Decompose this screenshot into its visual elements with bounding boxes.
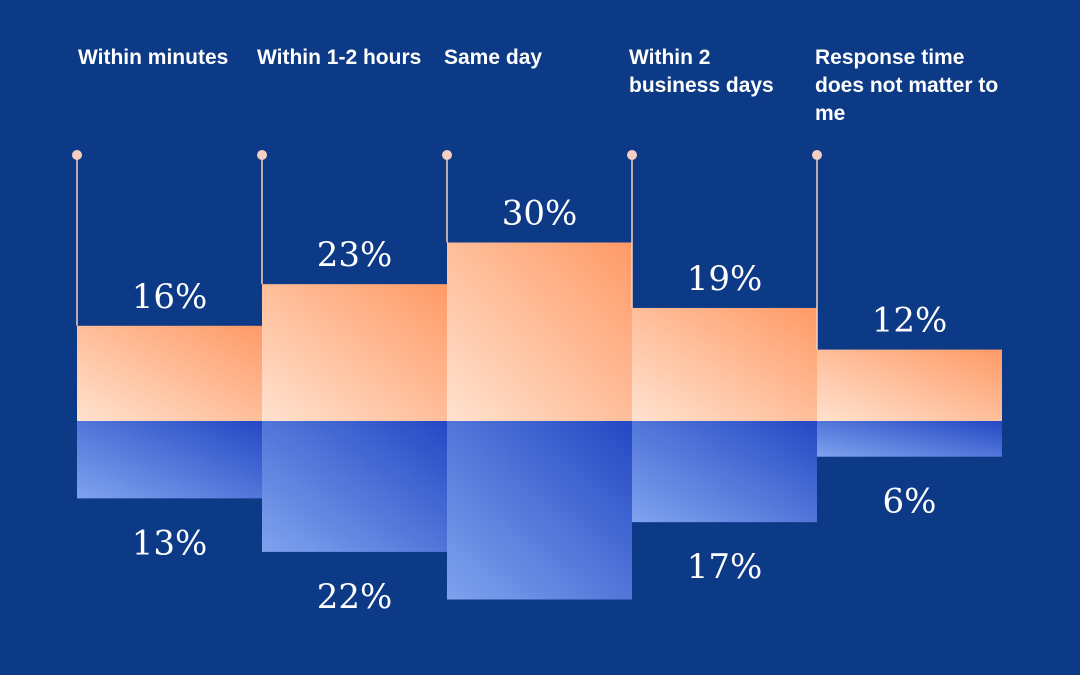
- value-label-top-4: 12%: [872, 301, 948, 341]
- category-label-same-day: Same day: [444, 46, 543, 69]
- category-label-response-time-does-not-matter: Response time does not matter to me: [815, 46, 999, 125]
- bar-top-3: [632, 307, 817, 421]
- value-label-bottom-1: 22%: [317, 577, 393, 617]
- bar-top-4: [817, 349, 1002, 421]
- value-label-bottom-4: 6%: [883, 482, 937, 522]
- marker-dot-2: [442, 150, 452, 160]
- bar-top-1: [262, 284, 447, 421]
- marker-dot-4: [812, 150, 822, 160]
- bar-bottom-1: [262, 421, 447, 552]
- category-label-within-minutes: Within minutes: [78, 46, 229, 69]
- value-label-top-3: 19%: [687, 259, 763, 299]
- value-label-bottom-3: 17%: [687, 547, 763, 587]
- value-label-top-1: 23%: [317, 235, 393, 275]
- marker-dot-3: [627, 150, 637, 160]
- marker-dot-0: [72, 150, 82, 160]
- category-label-within-2-business-days: Within 2 business days: [629, 46, 774, 97]
- value-label-bottom-0: 13%: [132, 523, 208, 563]
- marker-dot-1: [257, 150, 267, 160]
- bar-bottom-3: [632, 421, 817, 523]
- bar-top-2: [447, 242, 632, 421]
- category-label-within-1-2-hours: Within 1-2 hours: [257, 46, 422, 69]
- bar-bottom-0: [77, 421, 262, 499]
- value-label-top-0: 16%: [132, 277, 208, 317]
- bar-bottom-4: [817, 421, 1002, 457]
- value-label-top-2: 30%: [502, 194, 578, 234]
- bar-bottom-2: [447, 421, 632, 600]
- bar-top-0: [77, 325, 262, 421]
